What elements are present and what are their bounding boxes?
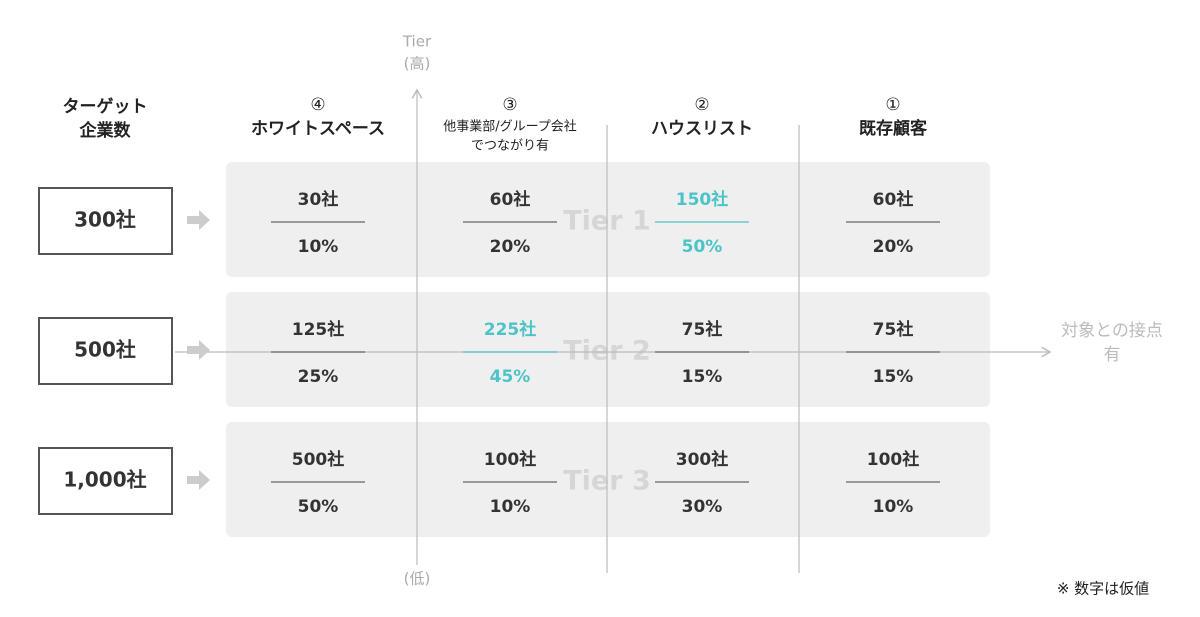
cell-share: 15% xyxy=(873,367,914,387)
cell-count: 150社 xyxy=(676,189,729,210)
cell-share: 50% xyxy=(682,237,723,257)
x-axis-label: 有 xyxy=(1104,345,1121,365)
x-axis-label: 対象との接点 xyxy=(1061,321,1163,341)
target-count: 300社 xyxy=(74,208,136,232)
column-title: ホワイトスペース xyxy=(251,119,385,139)
target-count: 500社 xyxy=(74,338,136,362)
y-axis-label: Tier xyxy=(402,33,432,51)
cell-share: 20% xyxy=(873,237,914,257)
cell-share: 10% xyxy=(490,497,531,517)
header-label: 企業数 xyxy=(79,120,132,141)
cell-share: 10% xyxy=(873,497,914,517)
cell-share: 25% xyxy=(298,367,339,387)
cell-count: 225社 xyxy=(484,319,537,340)
cell-count: 125社 xyxy=(292,319,345,340)
cell-count: 75社 xyxy=(873,319,914,340)
row-arrow xyxy=(187,340,210,360)
cell-count: 300社 xyxy=(676,449,729,470)
cell-count: 100社 xyxy=(867,449,920,470)
column-title: でつながり有 xyxy=(471,139,549,154)
cell-share: 50% xyxy=(298,497,339,517)
y-axis-label: (低) xyxy=(404,570,431,588)
target-box xyxy=(38,447,173,515)
row-arrow xyxy=(187,210,210,230)
header-label: ターゲット xyxy=(63,96,148,117)
target-count: 1,000社 xyxy=(63,468,146,492)
y-axis-label: (高) xyxy=(404,55,431,73)
column-title: ハウスリスト xyxy=(651,119,753,139)
cell-count: 30社 xyxy=(298,189,339,210)
cell-count: 100社 xyxy=(484,449,537,470)
cell-share: 20% xyxy=(490,237,531,257)
target-box xyxy=(38,317,173,385)
target-box xyxy=(38,187,173,255)
cell-share: 45% xyxy=(490,367,531,387)
column-number: ① xyxy=(885,95,900,115)
column-number: ② xyxy=(694,95,709,115)
cell-count: 75社 xyxy=(682,319,723,340)
column-number: ③ xyxy=(502,95,517,115)
cell-count: 60社 xyxy=(490,189,531,210)
cell-share: 30% xyxy=(682,497,723,517)
cell-share: 10% xyxy=(298,237,339,257)
cell-share: 15% xyxy=(682,367,723,387)
column-title: 他事業部/グループ会社 xyxy=(443,119,577,135)
row-arrow xyxy=(187,470,210,490)
column-number: ④ xyxy=(310,95,325,115)
cell-count: 500社 xyxy=(292,449,345,470)
note: ※ 数字は仮値 xyxy=(1057,580,1149,598)
cell-count: 60社 xyxy=(873,189,914,210)
column-title: 既存顧客 xyxy=(859,118,928,139)
